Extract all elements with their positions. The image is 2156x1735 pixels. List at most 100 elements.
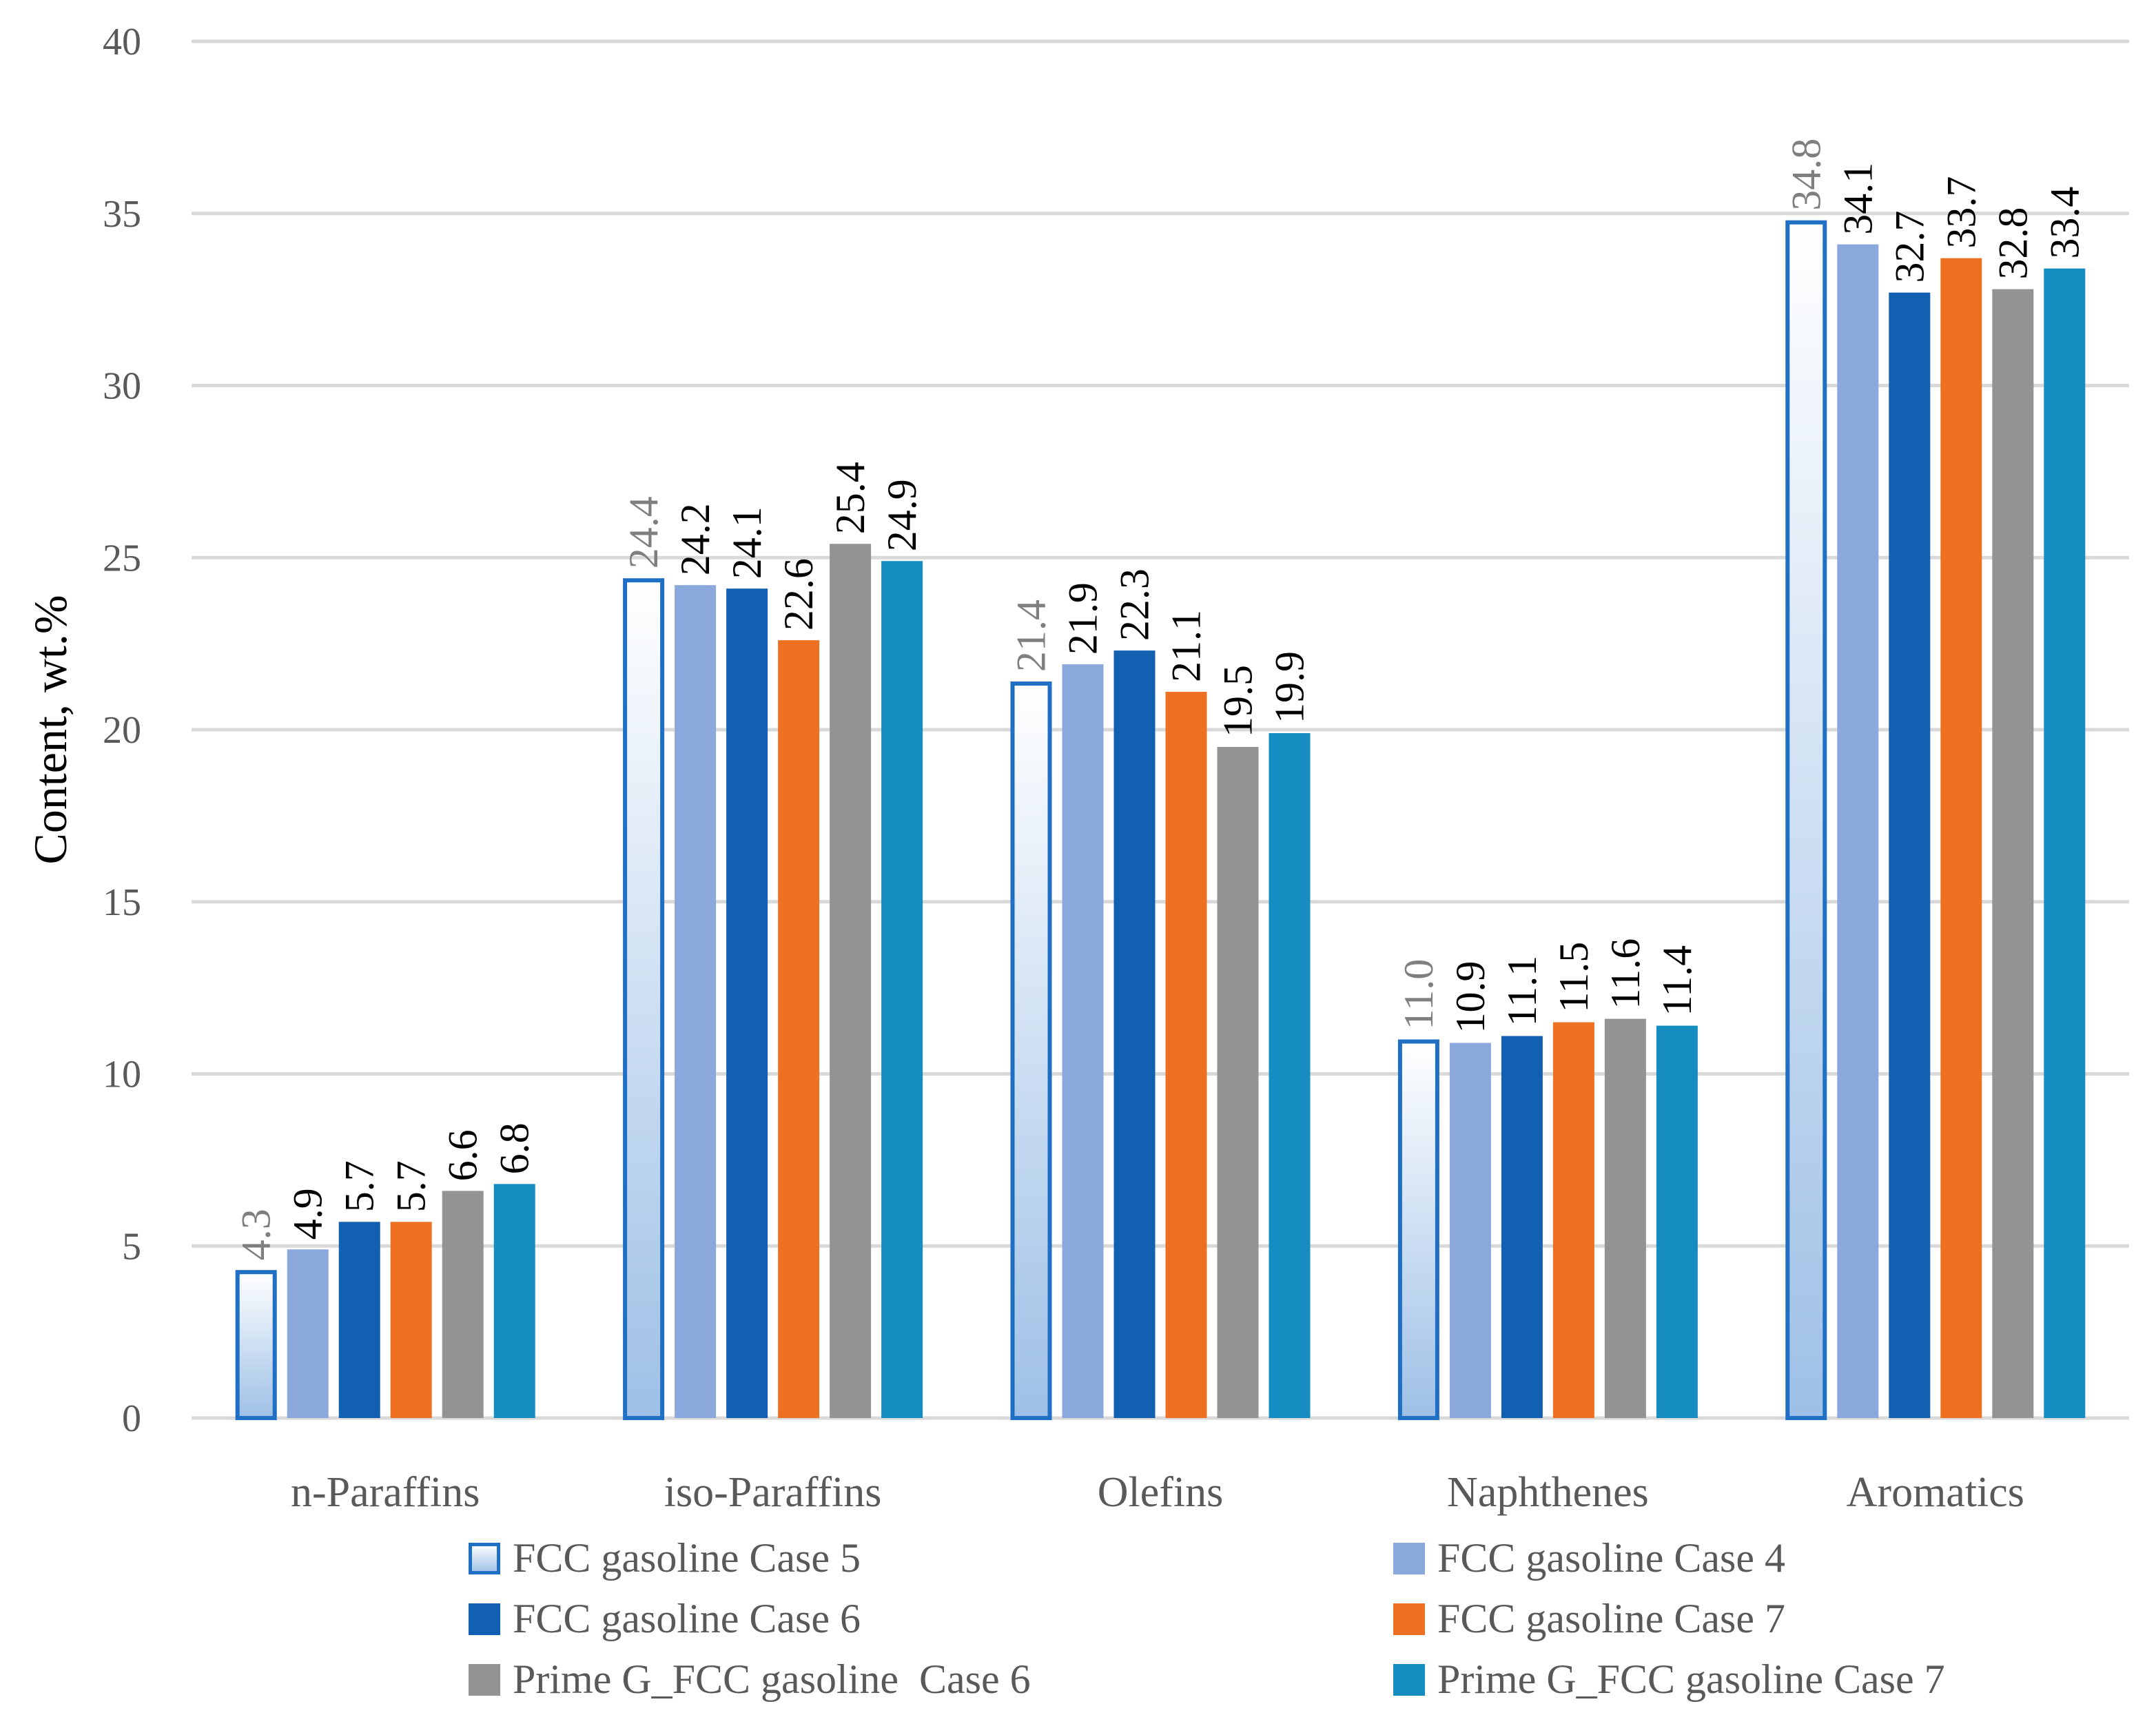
y-tick-label: 25 [103,537,141,579]
data-label: 5.7 [389,1160,434,1212]
legend: FCC gasoline Case 5 FCC gasoline Case 4 FC… [469,1535,1945,1702]
legend-label: FCC gasoline Case 4 [1437,1535,1785,1581]
bar-aromatics-series-2 [1837,244,1879,1419]
data-label: 11.5 [1551,942,1597,1013]
bar-aromatics-series-4 [1940,258,1982,1418]
bar-n-paraffins-series-4 [390,1222,432,1418]
data-label: 33.7 [1938,176,1984,249]
x-tick-label: Olefins [1098,1469,1224,1516]
bar-olefins-series-5 [1217,746,1259,1418]
legend-label: FCC gasoline Case 7 [1437,1596,1785,1641]
data-label: 33.4 [2042,187,2087,259]
data-label: 4.3 [234,1209,279,1260]
legend-item-4: FCC gasoline Case 7 [1393,1596,1785,1641]
bar-n-paraffins-series-3 [338,1222,380,1418]
data-label: 19.5 [1215,665,1261,737]
legend-swatch [469,1603,500,1635]
data-label: 11.0 [1396,959,1441,1030]
legend-label: FCC gasoline Case 6 [513,1596,861,1641]
bar-naphthenes-series-3 [1501,1036,1543,1418]
data-label: 5.7 [337,1160,382,1212]
data-label: 22.3 [1112,568,1158,641]
legend-swatch [1393,1664,1425,1696]
x-axis-ticks: n-Paraffins iso-Paraffins Olefins Naphthene… [291,1469,2024,1516]
legend-item-1: FCC gasoline Case 5 [469,1535,861,1581]
legend-item-3: FCC gasoline Case 6 [469,1596,861,1641]
bar-iso-paraffins-series-6 [881,561,923,1418]
y-tick-label: 40 [103,21,141,63]
bar-iso-paraffins-series-4 [778,640,820,1418]
y-axis-label: Content, wt.% [24,595,76,865]
data-label: 11.6 [1603,938,1648,1009]
data-label: 6.8 [492,1122,537,1174]
data-label: 25.4 [828,462,873,534]
bar-aromatics-series-3 [1889,292,1931,1418]
data-labels: 4.3 4.95.7 5.76.6 6.824.4 24.2 24.122.625.4 24… [234,138,2088,1260]
bar-aromatics-series-6 [2044,268,2086,1418]
legend-swatch [469,1543,500,1574]
y-tick-label: 20 [103,709,141,752]
data-label: 21.4 [1009,599,1054,672]
legend-swatch [1393,1543,1425,1574]
bar-aromatics-series-5 [1992,289,2034,1418]
x-tick-label: iso-Paraffins [664,1469,882,1516]
data-label: 34.8 [1783,138,1829,211]
bar-iso-paraffins-series-3 [726,588,768,1418]
legend-label: Prime G_FCC gasoline Case 7 [1437,1656,1945,1702]
data-label: 6.6 [440,1129,486,1181]
y-tick-label: 30 [103,365,141,408]
x-tick-label: Aromatics [1847,1469,2024,1516]
y-tick-label: 0 [122,1397,141,1440]
legend-label: Prime G_FCC gasoline Case 6 [513,1656,1031,1702]
legend-item-6: Prime G_FCC gasoline Case 7 [1393,1656,1945,1702]
bar-n-paraffins-series-5 [442,1191,484,1418]
legend-item-2: FCC gasoline Case 4 [1393,1535,1785,1581]
bars [235,220,2086,1421]
y-tick-label: 35 [103,193,141,236]
data-label: 24.1 [724,506,770,579]
x-tick-label: n-Paraffins [291,1469,480,1516]
legend-label: FCC gasoline Case 5 [513,1535,861,1581]
y-tick-label: 15 [103,881,141,924]
bar-naphthenes-series-2 [1449,1043,1491,1418]
data-label: 24.4 [621,496,666,568]
data-label: 19.9 [1267,651,1313,723]
bar-n-paraffins-series-1 [235,1270,277,1420]
bar-naphthenes-series-4 [1552,1022,1594,1418]
y-tick-label: 5 [122,1225,141,1268]
x-tick-label: Naphthenes [1447,1469,1649,1516]
data-label: 22.6 [776,558,821,630]
bar-olefins-series-2 [1062,664,1104,1418]
data-label: 32.8 [1990,207,2035,280]
bar-n-paraffins-series-6 [493,1184,535,1418]
bar-naphthenes-series-5 [1604,1018,1646,1418]
data-label: 24.2 [673,503,718,575]
data-label: 11.1 [1499,956,1545,1027]
data-label: 4.9 [285,1188,331,1240]
data-label: 11.4 [1654,945,1700,1016]
data-label: 21.1 [1164,610,1209,682]
data-label: 10.9 [1448,961,1493,1034]
bar-n-paraffins-series-2 [287,1249,329,1418]
bar-olefins-series-3 [1113,650,1156,1418]
bar-naphthenes-series-1 [1397,1039,1439,1421]
legend-swatch [469,1664,500,1696]
legend-swatch [1393,1603,1425,1635]
data-label: 32.7 [1887,211,1932,283]
bar-olefins-series-6 [1269,732,1311,1418]
bar-iso-paraffins-series-2 [675,585,717,1419]
y-axis-ticks: 0 5 10 15 20 25 30 35 40 [103,21,141,1440]
y-tick-label: 10 [103,1054,141,1096]
bar-olefins-series-1 [1010,681,1052,1421]
bar-olefins-series-4 [1165,692,1207,1419]
bar-iso-paraffins-series-5 [830,544,872,1418]
bar-iso-paraffins-series-1 [623,578,665,1420]
data-label: 34.1 [1835,163,1880,235]
bar-aromatics-series-1 [1785,220,1827,1420]
legend-item-5: Prime G_FCC gasoline Case 6 [469,1656,1031,1702]
data-label: 21.9 [1060,582,1106,655]
data-label: 24.9 [879,479,925,551]
bar-naphthenes-series-6 [1656,1025,1698,1418]
